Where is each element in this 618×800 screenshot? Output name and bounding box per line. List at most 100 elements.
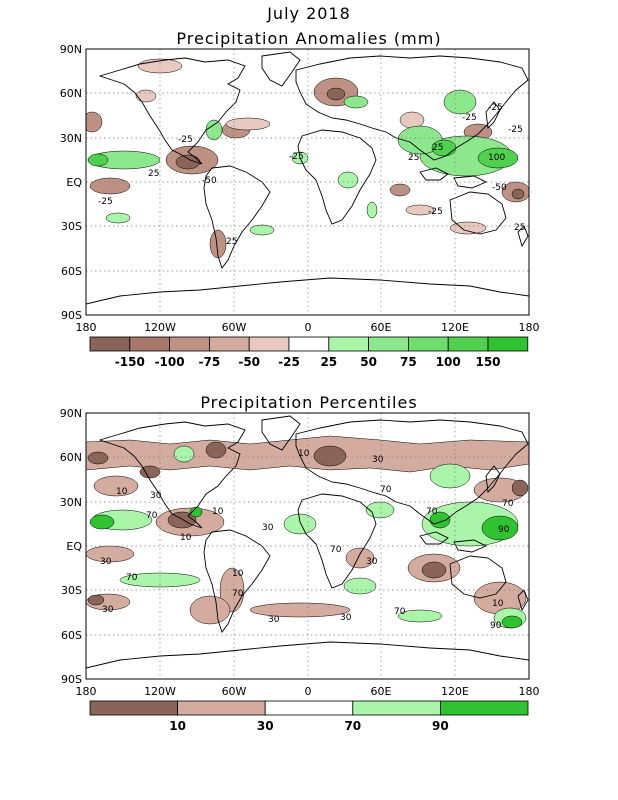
anomalies-map-panel: -25 25 -25 -50 25 -25 -25 25 25 100 -25 … — [60, 43, 540, 369]
anomaly-patch — [511, 188, 525, 200]
colorbar-label: 50 — [360, 355, 377, 369]
contour-label: 30 — [100, 557, 112, 567]
percentile-patch — [429, 463, 471, 489]
percentile-patch — [249, 602, 351, 618]
colorbar-label: 90 — [432, 719, 449, 733]
percentiles-colorbar-labels: 10 30 70 90 — [169, 719, 449, 733]
anomaly-patch — [105, 212, 131, 224]
colorbar-swatch — [447, 336, 489, 352]
colorbar-label: 75 — [400, 355, 417, 369]
colorbar-swatch — [177, 700, 266, 716]
percentile-patch — [343, 577, 377, 595]
contour-label: 30 — [340, 613, 352, 623]
contour-label: 70 — [380, 485, 392, 495]
anomalies-colorbar — [89, 336, 529, 352]
percentile-patch — [93, 475, 139, 497]
anomalies-lat-labels: 90N 60N 30N EQ 30S 60S 90S — [60, 43, 83, 322]
anomaly-patch — [209, 229, 227, 259]
contour-label: 70 — [126, 573, 138, 583]
contour-label: 30 — [150, 491, 162, 501]
percentile-patch — [421, 561, 447, 579]
percentiles-title: Precipitation Percentiles — [200, 393, 418, 412]
contour-label: -25 — [462, 113, 477, 123]
percentiles-grid — [86, 413, 529, 679]
percentile-patch — [511, 479, 529, 497]
contour-label: 30 — [262, 523, 274, 533]
contour-label: 100 — [488, 153, 505, 163]
contour-label: 30 — [268, 615, 280, 625]
contour-label: -25 — [178, 135, 193, 145]
contour-label: 70 — [502, 499, 514, 509]
contour-label: 90 — [498, 525, 510, 535]
colorbar-label: -100 — [155, 355, 185, 369]
anomaly-patch — [87, 153, 109, 167]
percentiles-colorbar — [89, 700, 529, 716]
percentile-patch — [173, 445, 195, 463]
contour-label: 70 — [146, 511, 158, 521]
anomaly-patch — [249, 224, 275, 236]
anomaly-patch — [225, 117, 271, 131]
colorbar-swatch — [487, 336, 529, 352]
colorbar-swatch — [169, 336, 210, 352]
colorbar-label: 25 — [320, 355, 337, 369]
percentile-patch — [283, 513, 317, 535]
anomaly-patch — [477, 147, 519, 169]
colorbar-swatch — [129, 336, 171, 352]
percentile-patch — [345, 547, 375, 569]
lon-label: 120E — [441, 321, 469, 334]
lat-label: EQ — [66, 176, 82, 189]
anomaly-patch — [449, 221, 487, 235]
lon-label: 120E — [441, 685, 469, 698]
lat-label: 60S — [61, 629, 82, 642]
colorbar-swatch — [208, 336, 250, 352]
colorbar-swatch — [89, 700, 178, 716]
contour-label: 10 — [232, 569, 244, 579]
lon-label: 60E — [371, 321, 392, 334]
percentile-patch — [481, 515, 519, 541]
percentile-patch — [189, 595, 231, 625]
lon-label: 60E — [371, 685, 392, 698]
contour-label: 30 — [372, 455, 384, 465]
contour-label: 70 — [394, 607, 406, 617]
percentile-patch — [313, 445, 347, 467]
lat-label: 30S — [61, 220, 82, 233]
lon-label: 0 — [305, 685, 312, 698]
lat-label: 30N — [60, 132, 82, 145]
percentiles-lat-labels: 90N 60N 30N EQ 30S 60S 90S — [60, 407, 83, 686]
colorbar-swatch — [264, 700, 354, 716]
percentile-patch — [89, 514, 115, 530]
percentile-patch — [87, 594, 105, 606]
lat-label: EQ — [66, 540, 82, 553]
colorbar-label: -50 — [238, 355, 260, 369]
lat-label: 60N — [60, 87, 82, 100]
figure-title: July 2018 — [267, 4, 351, 23]
colorbar-swatch — [288, 336, 330, 352]
contour-label: 70 — [232, 589, 244, 599]
contour-label: -25 — [289, 152, 304, 162]
percentile-patch — [189, 506, 203, 518]
anomaly-patch — [326, 87, 346, 101]
anomaly-patch — [389, 183, 411, 197]
percentiles-frame — [85, 412, 530, 680]
anomaly-patch — [89, 177, 131, 195]
lon-label: 60W — [222, 321, 247, 334]
contour-label: 10 — [492, 599, 504, 609]
percentiles-lon-labels: 180 120W 60W 0 60E 120E 180 — [76, 685, 540, 698]
anomaly-patch — [405, 204, 435, 216]
lon-label: 180 — [519, 321, 540, 334]
contour-label: 25 — [226, 237, 237, 247]
percentiles-contour-labels: 10 30 10 30 70 30 10 70 10 30 70 10 30 7… — [100, 449, 514, 631]
anomalies-grid — [86, 49, 529, 315]
lon-label: 180 — [76, 321, 97, 334]
colorbar-swatch — [328, 336, 369, 352]
contour-label: 25 — [514, 223, 525, 233]
anomaly-patch — [337, 171, 359, 189]
anomaly-patch — [343, 95, 369, 109]
colorbar-swatch — [89, 336, 131, 352]
colorbar-label: -150 — [115, 355, 145, 369]
lat-label: 30S — [61, 584, 82, 597]
colorbar-label: -75 — [199, 355, 221, 369]
contour-label: 30 — [102, 605, 114, 615]
contour-label: 70 — [426, 507, 438, 517]
anomaly-patch — [135, 89, 157, 103]
